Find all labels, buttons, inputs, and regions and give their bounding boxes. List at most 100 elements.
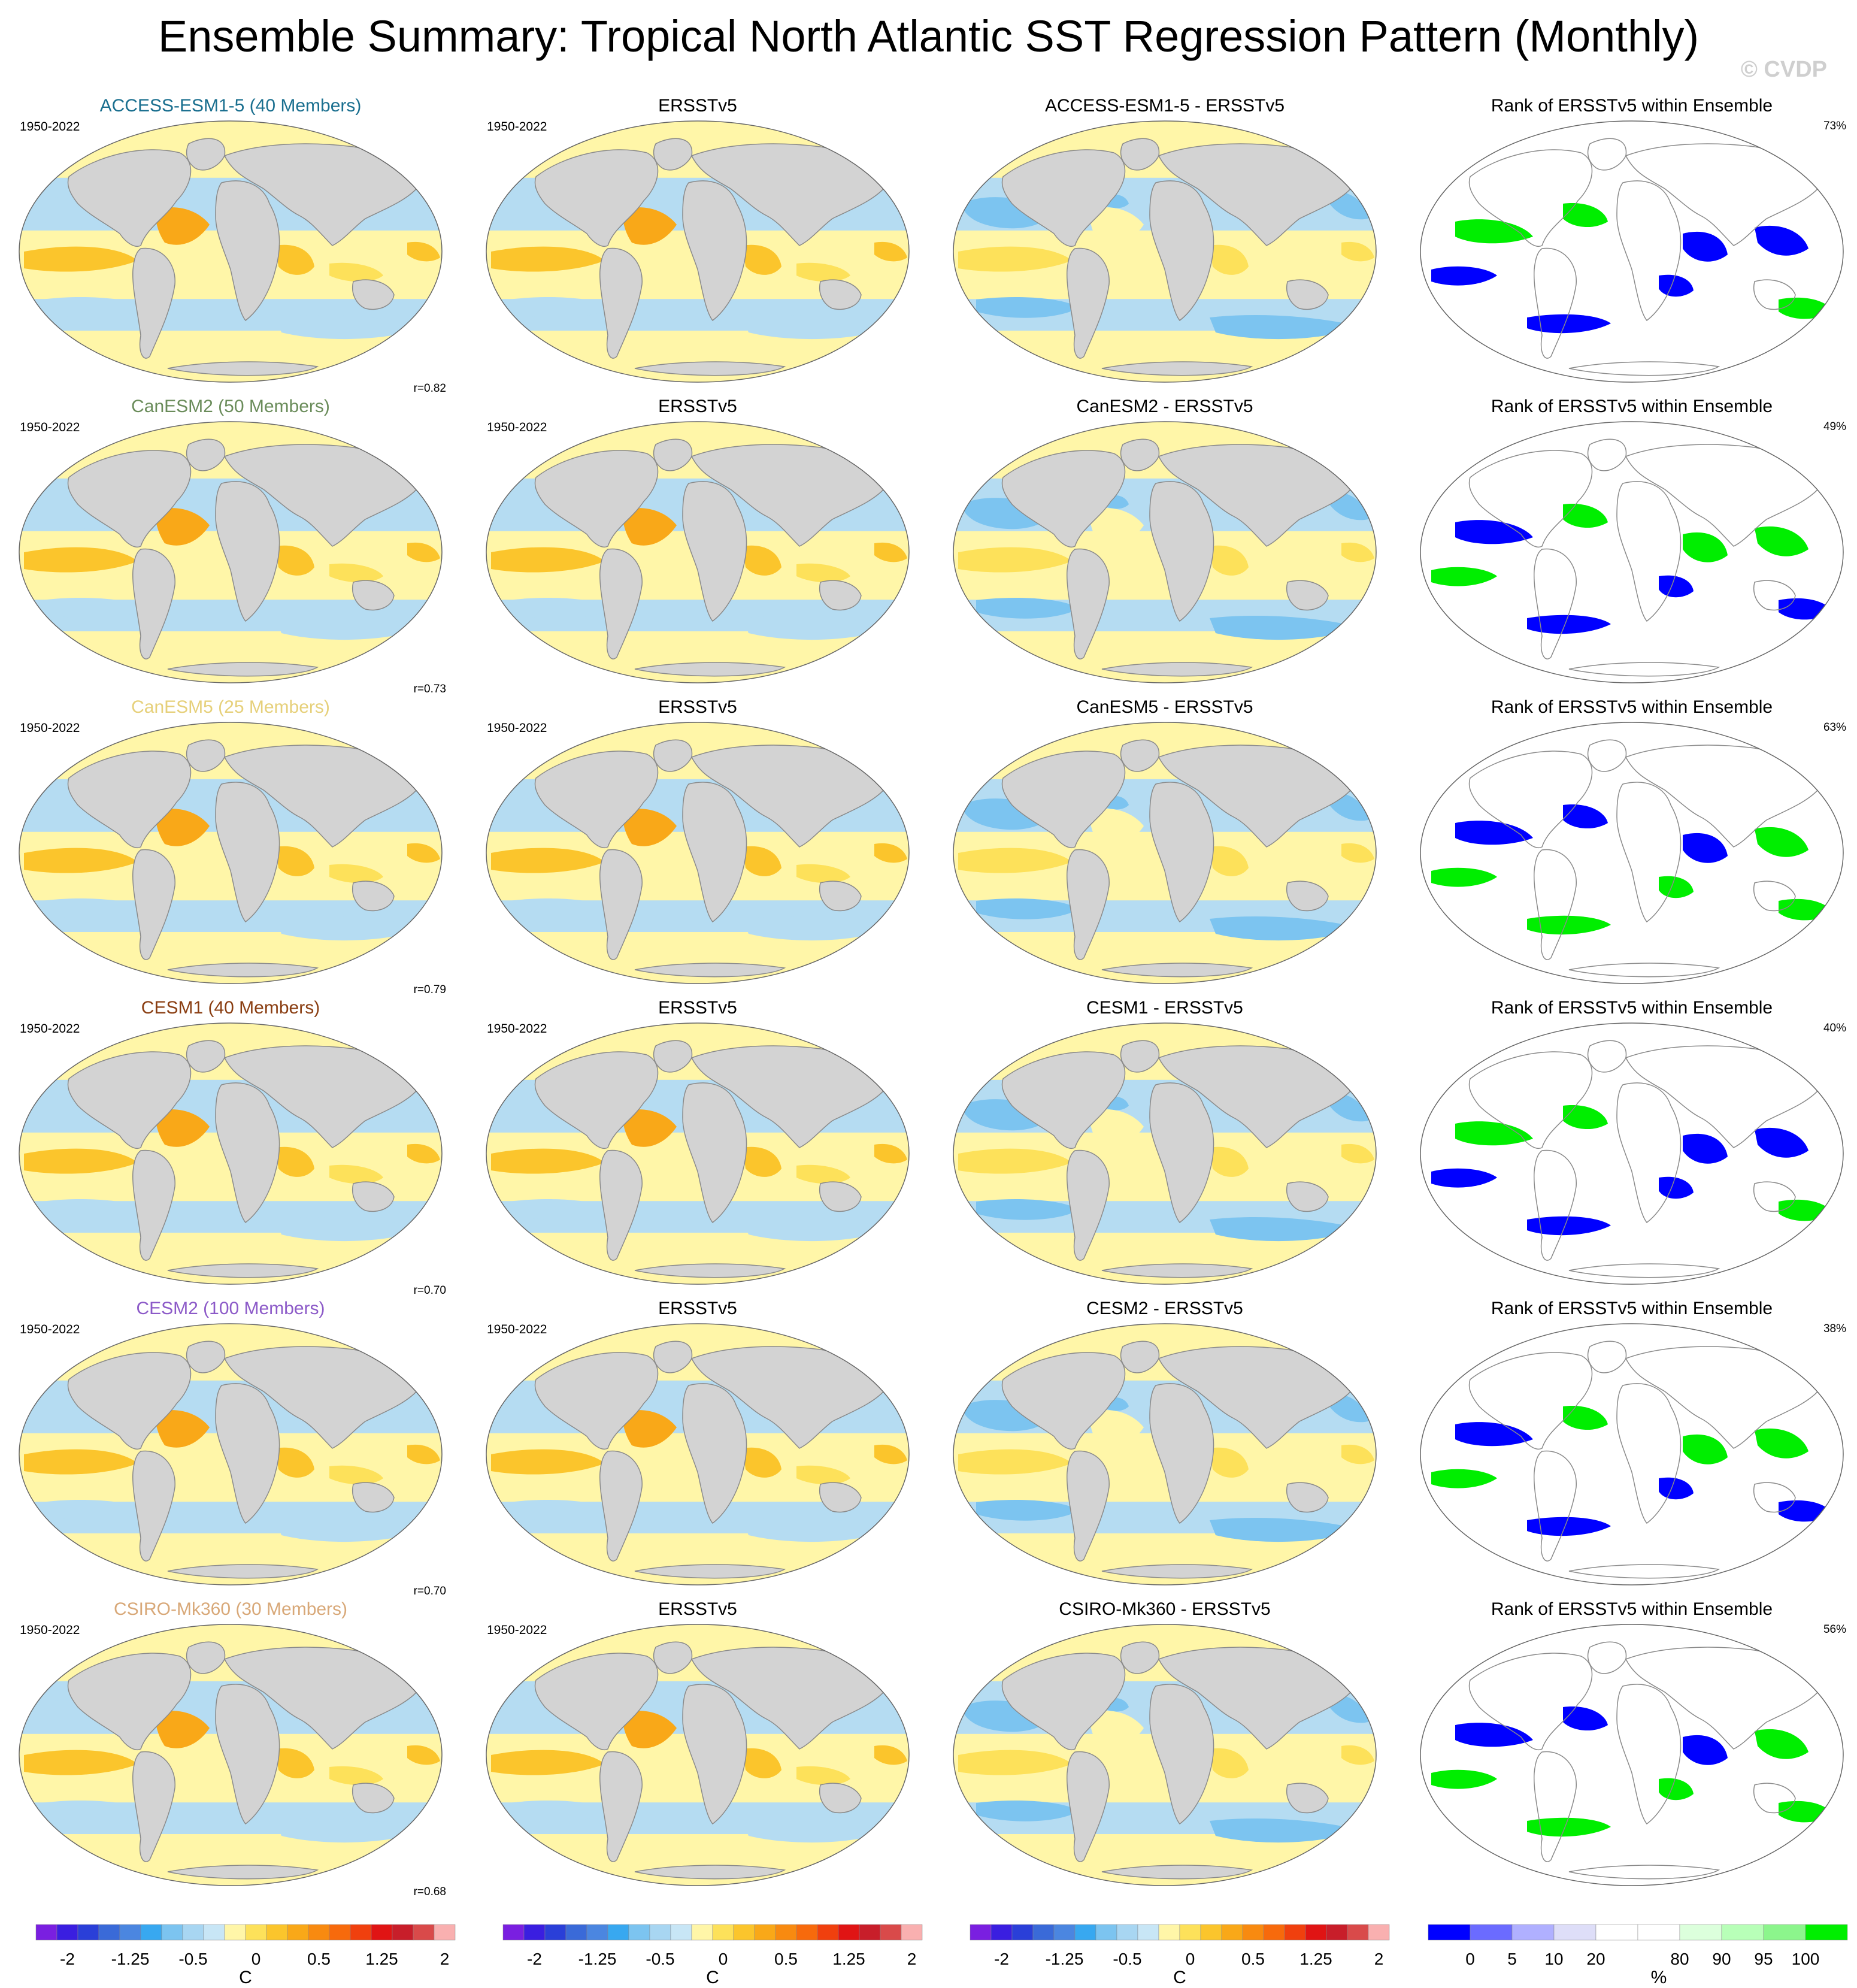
colorbar-swatch (1200, 1924, 1222, 1941)
landmass (1158, 745, 1354, 848)
anomaly-region-positive (24, 1449, 138, 1475)
anomaly-region-negative (743, 1217, 892, 1242)
landmass (215, 782, 280, 923)
diff-map-2 (953, 722, 1377, 984)
coastline (1616, 1082, 1682, 1224)
model-map-0 (19, 120, 443, 383)
diff-map-0 (953, 120, 1377, 383)
landmass (1101, 1865, 1253, 1880)
anomaly-region-positive (275, 545, 314, 576)
model-panel: ACCESS-ESM1-5 (40 Members) 1950-2022 r=0.8… (9, 96, 452, 395)
anomaly-region-negative (42, 296, 144, 318)
diff-panel: ACCESS-ESM1-5 - ERSSTv5 (943, 96, 1386, 395)
coastline (1533, 247, 1577, 359)
colorbar-swatch (1637, 1924, 1680, 1941)
landmass (682, 1684, 747, 1825)
rank-region (1455, 1422, 1533, 1447)
coastline (1587, 1641, 1627, 1674)
obs-panel: ERSSTv5 1950-2022 (476, 397, 919, 696)
map-border (19, 1323, 443, 1585)
anomaly-region-positive (622, 508, 677, 546)
landmass (1101, 963, 1253, 978)
landmass (67, 751, 192, 848)
rank-map-1 (1420, 421, 1844, 683)
anomaly-region-positive (1264, 864, 1317, 883)
rank-region (1455, 821, 1533, 845)
landmass (215, 481, 280, 622)
anomaly-region-negative (509, 296, 611, 318)
landmass (215, 180, 280, 322)
colorbar-tick-label: -2 (60, 1950, 75, 1968)
coastline (1533, 1751, 1577, 1862)
colorbar-swatch (775, 1924, 797, 1941)
landmass (1149, 782, 1214, 923)
landmass (167, 1263, 319, 1278)
colorbar-tick-label: 100 (1791, 1950, 1820, 1968)
rank-region (1455, 1723, 1533, 1747)
colorbar-swatch (329, 1924, 351, 1941)
colorbar-swatches (970, 1924, 1390, 1941)
anomaly-region-negative (1210, 314, 1359, 340)
colorbar-tick-label: 2 (1374, 1950, 1384, 1968)
rank-percent: 56% (1823, 1623, 1846, 1636)
colorbar-swatch (523, 1924, 546, 1941)
rank-region (1755, 1127, 1808, 1158)
model-map-4 (19, 1323, 443, 1585)
anomaly-region-positive (24, 1148, 138, 1174)
anomaly-region-positive (874, 241, 907, 262)
anomaly-region-positive (874, 1444, 907, 1464)
anomaly-region-negative (42, 1499, 144, 1521)
landmass (352, 580, 395, 611)
colorbar-swatch (1347, 1924, 1369, 1941)
sst-colorbar: -2 -1.25 -0.5 0 0.5 1.25 2 C (958, 1920, 1401, 1987)
anomaly-region-negative (509, 1800, 611, 1821)
colorbar-swatch (140, 1924, 162, 1941)
anomaly-region-positive (407, 1745, 440, 1765)
anomaly-region-negative (743, 1818, 892, 1843)
colorbar-swatch (990, 1924, 1013, 1941)
anomaly-region-positive (1089, 508, 1144, 546)
map-border (19, 722, 443, 984)
obs-panel: ERSSTv5 1950-2022 (476, 1299, 919, 1598)
rank-region (1659, 1176, 1694, 1199)
rank-map-0 (1420, 120, 1844, 383)
landmass (352, 1783, 395, 1814)
colorbar-swatch (1511, 1924, 1555, 1941)
coastline (1616, 481, 1682, 622)
anomaly-region-positive (743, 1447, 781, 1478)
landmass (186, 138, 226, 171)
rank-region (1527, 915, 1611, 935)
map-border (486, 120, 910, 383)
anomaly-region-negative (976, 1199, 1078, 1220)
anomaly-region-positive (622, 809, 677, 846)
anomaly-region-positive (1341, 843, 1374, 863)
map-border (19, 120, 443, 383)
anomaly-region-positive (1210, 1748, 1249, 1778)
colorbar-tick-label: 2 (440, 1950, 450, 1968)
anomaly-region-positive (155, 508, 210, 546)
landmass (1286, 1783, 1329, 1814)
model-map-1 (19, 421, 443, 683)
colorbar-tick-label: 0.5 (1241, 1950, 1265, 1968)
landmass (682, 481, 747, 622)
coastline (1616, 180, 1682, 322)
map-border (953, 120, 1377, 383)
anomaly-region-negative (743, 916, 892, 941)
diff-title: CESM2 - ERSSTv5 (1086, 1299, 1243, 1318)
obs-map-0 (486, 120, 910, 383)
anomaly-region-positive (1341, 241, 1374, 262)
landmass (599, 1149, 643, 1261)
obs-title: ERSSTv5 (658, 697, 737, 717)
landmass (1001, 1653, 1126, 1750)
period-label: 1950-2022 (487, 420, 547, 434)
anomaly-region-negative (275, 1517, 425, 1542)
colorbar-tick-label: -0.5 (1113, 1950, 1142, 1968)
coastline (1568, 1263, 1720, 1278)
landmass (1101, 1263, 1253, 1278)
colorbar-swatch (266, 1924, 288, 1941)
landmass (599, 548, 643, 659)
landmass (1149, 1082, 1214, 1224)
colorbar-tick-label: -0.5 (646, 1950, 675, 1968)
colorbar-swatch (796, 1924, 818, 1941)
coastline (1533, 1450, 1577, 1562)
